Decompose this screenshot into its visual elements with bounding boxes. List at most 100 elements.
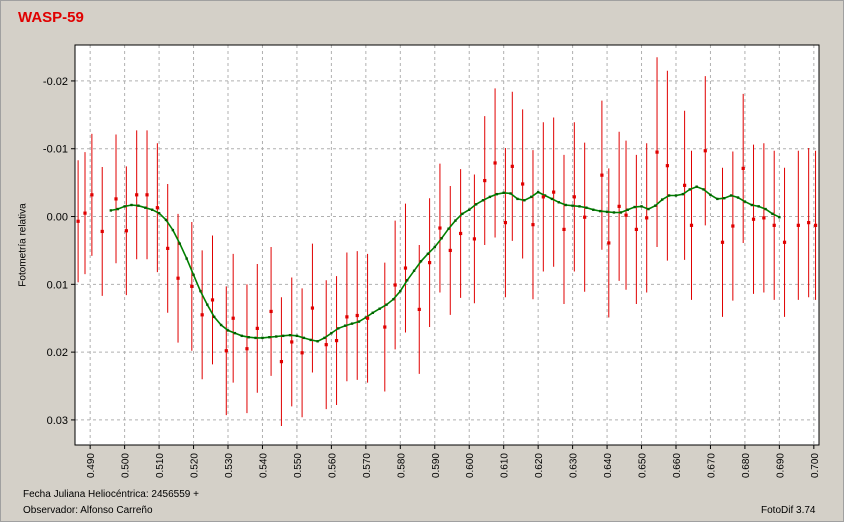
fit-point (240, 334, 243, 338)
fit-point (247, 336, 250, 339)
x-tick-label: 0.660 (672, 453, 683, 478)
data-point (135, 193, 139, 197)
fit-point (771, 212, 774, 216)
data-point (76, 219, 80, 223)
fit-point (488, 195, 492, 199)
fit-point (523, 199, 526, 202)
fit-point (281, 334, 285, 338)
fit-point (695, 185, 698, 188)
fit-point (130, 203, 133, 207)
data-point (689, 223, 694, 227)
fit-point (481, 199, 485, 202)
data-point (617, 204, 621, 208)
fit-point (743, 200, 747, 203)
x-tick-label: 0.700 (810, 453, 821, 478)
data-point (645, 216, 649, 220)
data-point (210, 298, 215, 302)
fit-point (447, 227, 450, 230)
data-point (600, 173, 604, 177)
fit-point (343, 324, 347, 327)
fit-point (474, 203, 478, 206)
data-point (720, 240, 725, 244)
fit-point (454, 219, 457, 222)
fit-point (550, 197, 554, 201)
data-point (813, 223, 818, 227)
fit-point (323, 336, 326, 340)
fit-point (399, 289, 402, 293)
plot-area (74, 44, 820, 446)
fit-point (571, 204, 574, 207)
fit-point (213, 315, 216, 319)
fit-point (226, 329, 230, 332)
fit-point (171, 228, 175, 232)
fit-point (433, 245, 436, 249)
data-point (155, 206, 159, 210)
fit-point (309, 338, 312, 342)
x-tick-label: 0.530 (224, 453, 235, 478)
fit-point (605, 210, 609, 213)
data-point (607, 241, 611, 245)
fit-point (654, 204, 657, 207)
fit-point (633, 205, 636, 209)
fit-point (392, 298, 395, 301)
data-point (483, 178, 487, 183)
data-point (365, 316, 370, 320)
fit-point (681, 192, 685, 196)
data-point (114, 197, 118, 201)
fit-point (750, 203, 754, 207)
data-point (200, 313, 204, 317)
software-label: FotoDif 3.74 (761, 505, 816, 516)
data-point (531, 223, 535, 227)
data-point (383, 325, 387, 329)
data-point (224, 349, 228, 353)
fit-point (378, 307, 381, 310)
y-tick-label: 0.02 (47, 347, 68, 359)
fit-point (419, 260, 423, 263)
y-tick-label: 0.01 (47, 279, 68, 291)
fit-point (371, 311, 374, 314)
data-point (269, 309, 273, 314)
fit-point (709, 193, 712, 197)
data-point (448, 248, 452, 253)
data-point (562, 227, 566, 232)
x-tick-label: 0.500 (121, 453, 132, 478)
fit-point (337, 327, 340, 330)
data-point (731, 224, 735, 228)
fit-point (516, 197, 519, 201)
fit-point (536, 190, 540, 194)
fit-point (716, 197, 719, 201)
x-tick-label: 0.560 (327, 453, 338, 478)
x-tick-label: 0.570 (362, 453, 373, 478)
fit-point (109, 209, 113, 212)
fit-point (350, 322, 354, 325)
x-tick-label: 0.610 (500, 453, 511, 478)
fit-point (509, 192, 512, 195)
x-tick-label: 0.690 (775, 453, 786, 478)
fit-point (185, 257, 188, 260)
plot-border (74, 44, 820, 446)
fit-point (626, 208, 629, 211)
fit-point (268, 336, 271, 339)
fit-point (461, 212, 464, 216)
x-tick-label: 0.680 (741, 453, 752, 478)
data-point (438, 226, 442, 230)
fit-point (199, 289, 202, 293)
fit-point (233, 331, 237, 335)
data-point (703, 149, 707, 153)
fit-point (261, 336, 264, 340)
fit-point (578, 205, 581, 208)
data-point (796, 223, 800, 227)
fit-point (385, 303, 388, 306)
fit-point (667, 194, 671, 197)
data-point (552, 190, 556, 194)
fit-point (192, 273, 195, 277)
x-tick-label: 0.670 (706, 453, 717, 478)
fit-point (557, 201, 561, 204)
data-point (324, 343, 328, 347)
data-point (741, 166, 745, 170)
data-point (90, 193, 94, 197)
data-point (572, 195, 576, 199)
fit-point (254, 336, 257, 340)
fit-point (530, 195, 533, 199)
